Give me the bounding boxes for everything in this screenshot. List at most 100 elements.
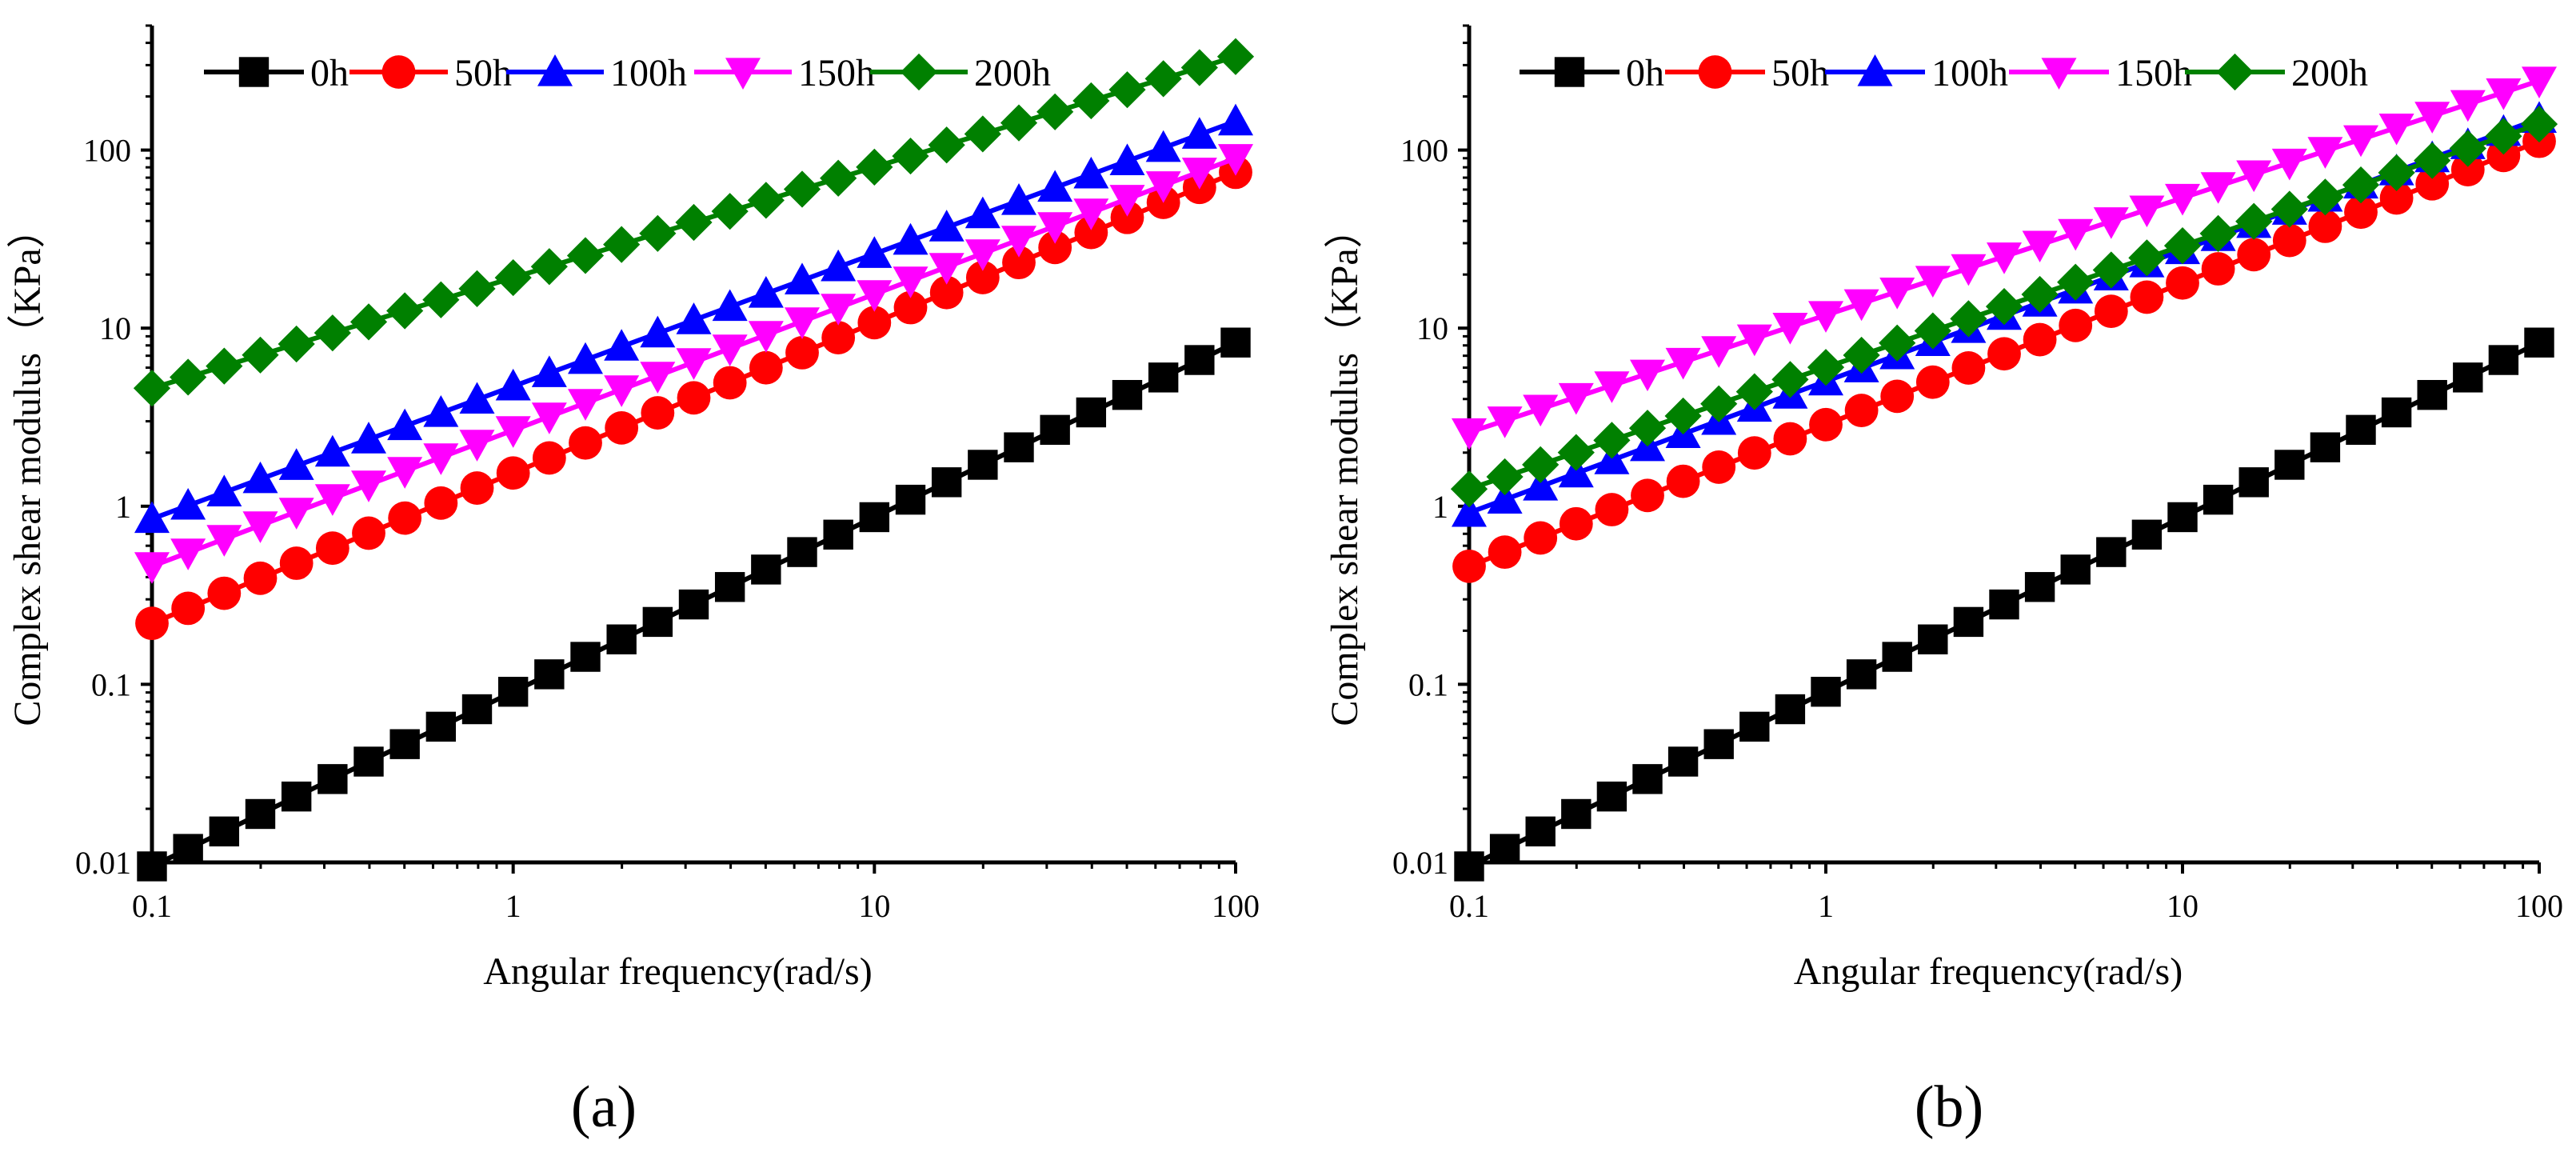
data-point [495, 416, 531, 448]
data-point [2235, 202, 2273, 240]
data-point [242, 461, 278, 494]
data-point [242, 511, 278, 543]
data-point [352, 516, 385, 550]
data-point [711, 193, 749, 230]
x-axis-title: Angular frequency(rad/s) [1794, 950, 2183, 993]
data-point [134, 501, 170, 534]
data-point [206, 525, 242, 557]
y-tick-label: 0.1 [1408, 666, 1448, 702]
data-point [1702, 450, 1736, 484]
legend-label: 100h [1931, 52, 2008, 94]
data-point [783, 170, 821, 208]
data-point [2449, 130, 2486, 167]
data-point [785, 262, 820, 295]
data-point [2271, 148, 2307, 181]
data-point [1001, 183, 1036, 215]
data-point [2307, 137, 2343, 169]
data-point [1596, 781, 1627, 812]
data-point [245, 798, 276, 830]
data-point [2057, 263, 2095, 301]
data-point [821, 294, 857, 326]
data-point [2417, 379, 2447, 410]
data-point [2130, 280, 2164, 314]
data-point [2201, 252, 2235, 286]
data-point [1001, 226, 1036, 258]
data-point [349, 303, 388, 341]
x-tick-label: 100 [1212, 888, 1260, 924]
data-point [893, 266, 929, 298]
data-point [314, 314, 351, 352]
data-point [965, 196, 1000, 229]
x-tick-label: 100 [2515, 888, 2563, 924]
data-point [281, 781, 312, 812]
legend-marker [1554, 57, 1585, 87]
data-point [642, 606, 673, 638]
data-point [1523, 469, 1559, 501]
data-point [570, 642, 601, 672]
data-point [1145, 130, 1181, 162]
data-point [677, 381, 711, 415]
data-point [2310, 432, 2341, 462]
data-point [207, 576, 242, 610]
data-point [314, 484, 350, 516]
data-point [2199, 214, 2237, 253]
legend-label: 200h [974, 52, 1051, 94]
legend-item-50h: 50h [1665, 52, 1829, 94]
data-point [1076, 397, 1107, 428]
data-point [353, 746, 384, 777]
series-200h [1450, 105, 2558, 508]
data-point [1594, 371, 1630, 403]
data-point [640, 362, 676, 394]
data-point [895, 484, 926, 515]
data-point [2378, 113, 2414, 146]
data-point [2346, 414, 2376, 446]
data-point [1450, 470, 1488, 508]
data-point [1040, 414, 1070, 446]
series-150h [1452, 66, 2557, 450]
data-point [821, 249, 857, 282]
data-point [965, 239, 1000, 271]
data-point [531, 355, 567, 387]
data-point [713, 366, 747, 400]
legend-label: 150h [798, 52, 875, 94]
data-point [857, 236, 893, 268]
data-point [423, 395, 459, 427]
legend-label: 50h [454, 52, 512, 94]
legend-label: 100h [610, 52, 687, 94]
data-point [1073, 198, 1109, 230]
data-point [422, 281, 460, 318]
data-point [712, 334, 748, 366]
data-point [1487, 406, 1523, 438]
series-50h [1452, 124, 2556, 583]
data-point [2131, 519, 2163, 550]
data-point [2343, 125, 2378, 158]
data-point [1181, 158, 1217, 190]
data-point [278, 325, 315, 363]
legend-label: 50h [1771, 52, 1829, 94]
data-point [1667, 746, 1699, 777]
data-point [1630, 359, 1665, 392]
data-point [279, 546, 314, 580]
data-point [209, 816, 240, 847]
data-point [2414, 142, 2451, 179]
data-point [1737, 436, 1771, 470]
y-axis-title: Complex shear modulus（KPa） [6, 210, 49, 726]
data-point [534, 659, 565, 690]
y-tick-label: 10 [99, 310, 131, 346]
data-point [1561, 798, 1592, 830]
data-point [748, 275, 784, 308]
data-point [496, 456, 530, 490]
data-point [134, 552, 170, 584]
data-point [605, 410, 639, 445]
data-point [2166, 266, 2199, 300]
data-point [1452, 494, 1487, 527]
data-point [459, 382, 495, 414]
data-point [857, 280, 893, 312]
data-point [1739, 711, 1770, 742]
data-point [604, 329, 640, 361]
data-point [1953, 606, 1984, 638]
data-point [1844, 394, 1879, 427]
data-point [1220, 327, 1251, 358]
data-point [314, 434, 350, 467]
series-100h [134, 103, 1253, 534]
